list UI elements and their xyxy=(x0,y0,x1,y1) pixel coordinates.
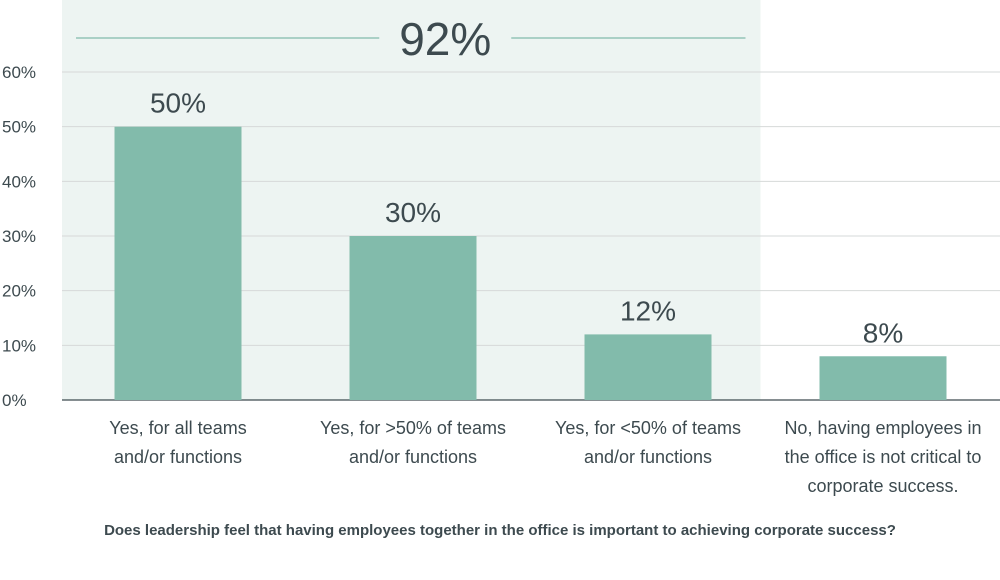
category-label: Yes, for all teams and/or functions xyxy=(109,418,246,467)
y-tick-label: 0% xyxy=(2,391,27,410)
y-tick-label: 50% xyxy=(2,118,36,137)
chart-footnote: Does leadership feel that having employe… xyxy=(104,522,896,539)
y-tick-label: 20% xyxy=(2,282,36,301)
data-label: 50% xyxy=(150,88,206,119)
y-tick-label: 60% xyxy=(2,63,36,82)
category-label: No, having employees in the office is not… xyxy=(784,418,981,496)
bar xyxy=(349,236,477,400)
bracket-total-label: 92% xyxy=(399,13,491,65)
data-labels: 50% 30% 12% 8% xyxy=(150,88,903,349)
y-axis-ticks: 0% 10% 20% 30% 40% 50% 60% xyxy=(2,63,36,410)
y-tick-label: 10% xyxy=(2,336,36,355)
x-axis-categories: Yes, for all teams and/or functions Yes, f… xyxy=(109,418,981,496)
bars xyxy=(114,126,947,401)
y-tick-label: 40% xyxy=(2,172,36,191)
data-label: 8% xyxy=(863,317,903,348)
y-tick-label: 30% xyxy=(2,227,36,246)
data-label: 30% xyxy=(385,197,441,228)
category-label: Yes, for >50% of teams and/or functions xyxy=(320,418,506,467)
bar xyxy=(114,126,242,401)
bar xyxy=(584,334,712,400)
data-label: 12% xyxy=(620,295,676,326)
category-label: Yes, for <50% of teams and/or functions xyxy=(555,418,741,467)
bar xyxy=(819,356,947,400)
